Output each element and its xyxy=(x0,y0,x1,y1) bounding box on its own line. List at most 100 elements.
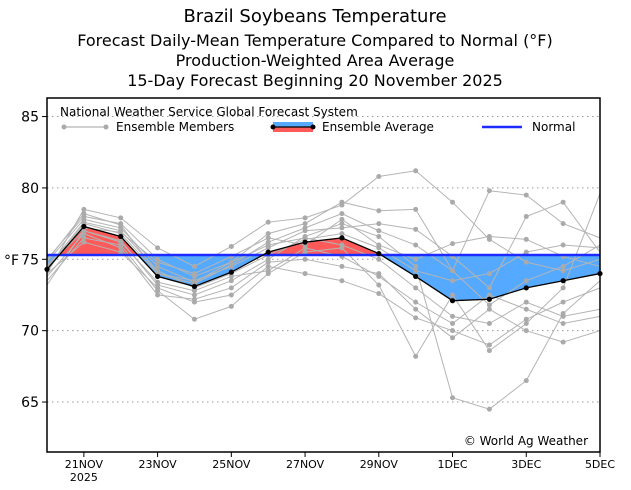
ensemble-member-point xyxy=(413,306,419,312)
ensemble-member-point xyxy=(413,226,419,232)
ensemble-member-point xyxy=(376,221,382,227)
ensemble-member-point xyxy=(191,299,197,305)
x-tick-label: 5DEC xyxy=(585,458,615,471)
ensemble-member-point xyxy=(486,188,492,194)
ensemble-member-point xyxy=(118,239,124,245)
ensemble-member-point xyxy=(486,342,492,348)
chart-subtitle-3: 15-Day Forecast Beginning 20 November 20… xyxy=(127,71,503,90)
ensemble-member-line xyxy=(46,215,601,325)
ensemble-member-point xyxy=(560,268,566,274)
ensemble-member-point xyxy=(302,215,308,221)
ensemble-member-line xyxy=(46,201,601,289)
y-tick-label: 70 xyxy=(21,324,39,340)
ensemble-average-point xyxy=(265,249,271,255)
ensemble-member-point xyxy=(523,192,529,198)
ensemble-member-point xyxy=(450,278,456,284)
ensemble-member-point xyxy=(560,285,566,291)
ensemble-member-point xyxy=(155,245,161,251)
ensemble-member-point xyxy=(523,278,529,284)
ensemble-member-point xyxy=(560,199,566,205)
ensemble-member-point xyxy=(339,221,345,227)
ensemble-member-point xyxy=(376,273,382,279)
ensemble-member-point xyxy=(376,233,382,239)
ensemble-member-point xyxy=(302,225,308,231)
ensemble-member-point xyxy=(486,348,492,354)
ensemble-member-point xyxy=(81,206,87,212)
ensemble-average-point xyxy=(118,233,124,240)
ensemble-member-point xyxy=(339,231,345,237)
legend: National Weather Service Global Forecast… xyxy=(60,105,575,134)
ensemble-member-line xyxy=(46,221,601,289)
ensemble-member-point xyxy=(523,321,529,327)
ensemble-member-point xyxy=(523,249,529,255)
ensemble-member-point xyxy=(450,395,456,401)
ensemble-average-point xyxy=(155,273,161,280)
ensemble-average-point xyxy=(376,250,382,257)
legend-title: National Weather Service Global Forecast… xyxy=(60,105,358,119)
ensemble-member-point xyxy=(413,256,419,262)
ensemble-average-point xyxy=(486,296,492,302)
copyright-annotation: © World Ag Weather xyxy=(464,434,588,448)
ensemble-member-line xyxy=(46,218,601,275)
ensemble-member-point xyxy=(228,303,234,309)
ensemble-member-point xyxy=(376,228,382,234)
below-normal-fill xyxy=(47,255,600,301)
ensemble-member-point xyxy=(413,242,419,248)
ensemble-member-point xyxy=(81,235,87,241)
ensemble-member-point xyxy=(486,292,492,298)
ensemble-member-point xyxy=(450,199,456,205)
y-tick-label: 80 xyxy=(21,181,39,197)
ensemble-member-point xyxy=(339,263,345,269)
x-tick-label: 3DEC xyxy=(511,458,541,471)
ensemble-member-line xyxy=(46,230,601,325)
chart-title: Brazil Soybeans Temperature xyxy=(183,6,446,27)
ensemble-member-point xyxy=(228,285,234,291)
ensemble-member-point xyxy=(450,241,456,247)
ensemble-average-point xyxy=(560,278,566,284)
ensemble-member-point xyxy=(413,353,419,359)
ensemble-member-point xyxy=(376,256,382,262)
ensemble-member-point xyxy=(486,271,492,277)
ensemble-member-point xyxy=(81,228,87,234)
ensemble-member-point xyxy=(118,245,124,251)
ensemble-member-point xyxy=(81,211,87,217)
ensemble-member-point xyxy=(560,313,566,319)
ensemble-member-point xyxy=(450,313,456,319)
ensemble-member-point xyxy=(486,321,492,327)
x-tick-label: 21NOV xyxy=(65,458,104,471)
ensemble-member-point xyxy=(265,239,271,245)
x-tick-label: 23NOV xyxy=(138,458,177,471)
ensemble-member-point xyxy=(339,199,345,205)
x-tick-label: 1DEC xyxy=(437,458,467,471)
ensemble-member-point xyxy=(302,221,308,227)
ensemble-member-point xyxy=(523,328,529,334)
ensemble-member-point xyxy=(450,328,456,334)
x-tick-label: 27NOV xyxy=(286,458,325,471)
ensemble-member-point xyxy=(118,249,124,255)
ensemble-average-point xyxy=(339,235,345,241)
ensemble-member-point xyxy=(413,168,419,174)
ensemble-average-point xyxy=(523,285,529,291)
x-tick-sublabel: 2025 xyxy=(70,471,98,484)
ensemble-member-point xyxy=(228,278,234,284)
chart-subtitle-2: Production-Weighted Area Average xyxy=(176,51,455,70)
ensemble-member-point xyxy=(376,245,382,251)
ensemble-member-point xyxy=(191,316,197,322)
ensemble-member-point xyxy=(339,242,345,248)
ensemble-average-point xyxy=(413,273,419,280)
ensemble-member-point xyxy=(265,259,271,265)
ensemble-member-point xyxy=(81,219,87,225)
y-tick-label: 65 xyxy=(21,395,39,411)
legend-members: Ensemble Members xyxy=(116,120,234,134)
ensemble-member-point xyxy=(265,268,271,274)
ensemble-member-point xyxy=(339,225,345,231)
ensemble-member-point xyxy=(413,268,419,274)
ensemble-member-point xyxy=(413,299,419,305)
ensemble-average-point xyxy=(228,269,234,275)
ensemble-member-point xyxy=(155,259,161,265)
ensemble-member-point xyxy=(118,228,124,234)
ensemble-member-point xyxy=(228,262,234,268)
ensemble-member-point xyxy=(302,249,308,255)
x-tick-label: 25NOV xyxy=(212,458,251,471)
ensemble-member-point xyxy=(450,321,456,327)
